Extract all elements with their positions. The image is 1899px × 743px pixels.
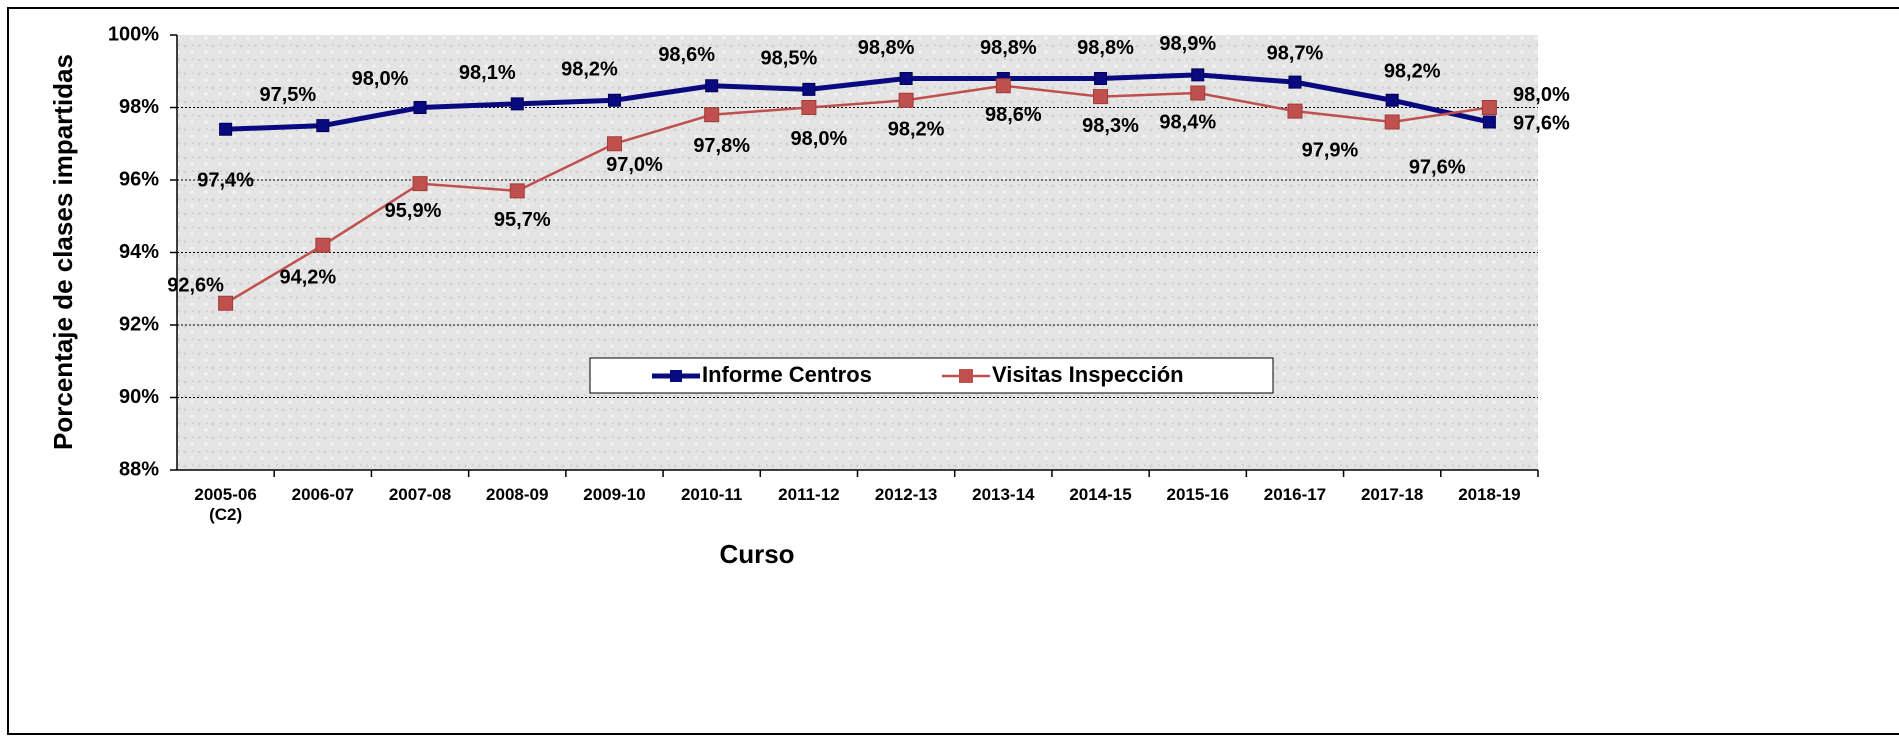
marker bbox=[898, 92, 914, 108]
marker bbox=[1191, 68, 1205, 82]
legend-box bbox=[589, 357, 1274, 394]
marker bbox=[412, 176, 428, 192]
data-label: 94,2% bbox=[279, 267, 336, 289]
data-label: 97,6% bbox=[1513, 112, 1570, 134]
data-label: 98,4% bbox=[1159, 111, 1216, 133]
x-tick-label: 2008-09 bbox=[486, 485, 549, 504]
data-label: 98,8% bbox=[858, 37, 915, 59]
y-tick-label: 90% bbox=[119, 386, 159, 408]
data-label: 97,5% bbox=[259, 84, 316, 106]
data-label: 97,0% bbox=[606, 154, 663, 176]
x-axis-title: Curso bbox=[719, 539, 794, 569]
data-label: 97,6% bbox=[1409, 156, 1466, 178]
x-tick-label: 2005-06 (C2) bbox=[194, 485, 257, 524]
data-label: 98,2% bbox=[561, 59, 618, 81]
x-tick-label: 2014-15 bbox=[1069, 485, 1132, 504]
x-tick-label: 2013-14 bbox=[972, 485, 1035, 504]
data-label: 98,8% bbox=[1077, 37, 1134, 59]
marker bbox=[1093, 89, 1109, 105]
marker bbox=[510, 97, 524, 111]
x-tick-label: 2010-11 bbox=[680, 485, 743, 504]
data-label: 98,0% bbox=[791, 128, 848, 150]
y-axis-title: Porcentaje de clases impartidas bbox=[48, 54, 78, 450]
data-label: 92,6% bbox=[167, 275, 224, 297]
data-label: 98,2% bbox=[1384, 61, 1441, 83]
marker bbox=[1190, 85, 1206, 101]
y-tick-label: 94% bbox=[119, 241, 159, 263]
marker bbox=[1385, 93, 1399, 107]
data-label: 98,0% bbox=[1513, 84, 1570, 106]
marker bbox=[705, 79, 719, 93]
data-label: 97,4% bbox=[197, 170, 254, 192]
marker bbox=[1384, 114, 1400, 130]
marker bbox=[316, 119, 330, 133]
x-tick-label: 2011-12 bbox=[778, 485, 840, 504]
data-label: 98,2% bbox=[888, 119, 945, 141]
x-tick-label: 2018-19 bbox=[1458, 485, 1521, 504]
y-tick-label: 100% bbox=[108, 23, 159, 45]
y-tick-label: 92% bbox=[119, 313, 159, 335]
frame bbox=[7, 7, 1899, 735]
data-label: 98,8% bbox=[980, 37, 1037, 59]
x-tick-label: 2015-16 bbox=[1166, 485, 1229, 504]
x-tick-label: 2012-13 bbox=[874, 485, 938, 504]
data-label: 98,9% bbox=[1159, 33, 1216, 55]
y-tick-label: 96% bbox=[119, 168, 159, 190]
marker bbox=[607, 93, 621, 107]
data-label: 97,8% bbox=[693, 135, 750, 157]
y-tick-label: 98% bbox=[119, 96, 159, 118]
marker bbox=[413, 101, 427, 114]
data-label: 95,9% bbox=[385, 200, 442, 222]
data-label: 98,6% bbox=[658, 44, 715, 66]
marker bbox=[1481, 100, 1497, 115]
marker bbox=[995, 78, 1011, 94]
y-tick-label: 88% bbox=[119, 458, 159, 480]
marker bbox=[899, 72, 913, 85]
data-label: 98,3% bbox=[1082, 115, 1139, 137]
marker bbox=[509, 183, 525, 199]
data-label: 95,7% bbox=[494, 209, 551, 231]
legend-label: Visitas Inspección bbox=[992, 362, 1184, 387]
legend-label: Informe Centros bbox=[702, 362, 872, 387]
data-label: 98,0% bbox=[352, 68, 409, 90]
data-label: 97,9% bbox=[1302, 139, 1359, 161]
legend-marker bbox=[959, 369, 973, 383]
marker bbox=[219, 122, 233, 136]
data-label: 98,6% bbox=[985, 104, 1042, 126]
marker bbox=[801, 100, 817, 115]
x-tick-label: 2017-18 bbox=[1360, 485, 1424, 504]
data-label: 98,5% bbox=[761, 48, 818, 70]
marker bbox=[704, 107, 720, 123]
marker bbox=[1287, 103, 1303, 119]
x-tick-label: 2007-08 bbox=[388, 485, 452, 504]
marker bbox=[1482, 115, 1496, 129]
series-line bbox=[225, 72, 1490, 132]
x-tick-label: 2016-17 bbox=[1263, 485, 1327, 504]
marker bbox=[218, 295, 234, 311]
series-line bbox=[224, 84, 1490, 305]
marker bbox=[606, 136, 622, 152]
marker bbox=[315, 237, 331, 253]
marker bbox=[1288, 75, 1302, 89]
x-tick-label: 2009-10 bbox=[583, 485, 646, 504]
data-label: 98,1% bbox=[459, 62, 516, 84]
data-label: 98,7% bbox=[1267, 42, 1324, 64]
marker bbox=[802, 82, 816, 96]
legend-marker bbox=[670, 370, 682, 382]
x-tick-label: 2006-07 bbox=[291, 485, 354, 504]
marker bbox=[1094, 72, 1108, 85]
